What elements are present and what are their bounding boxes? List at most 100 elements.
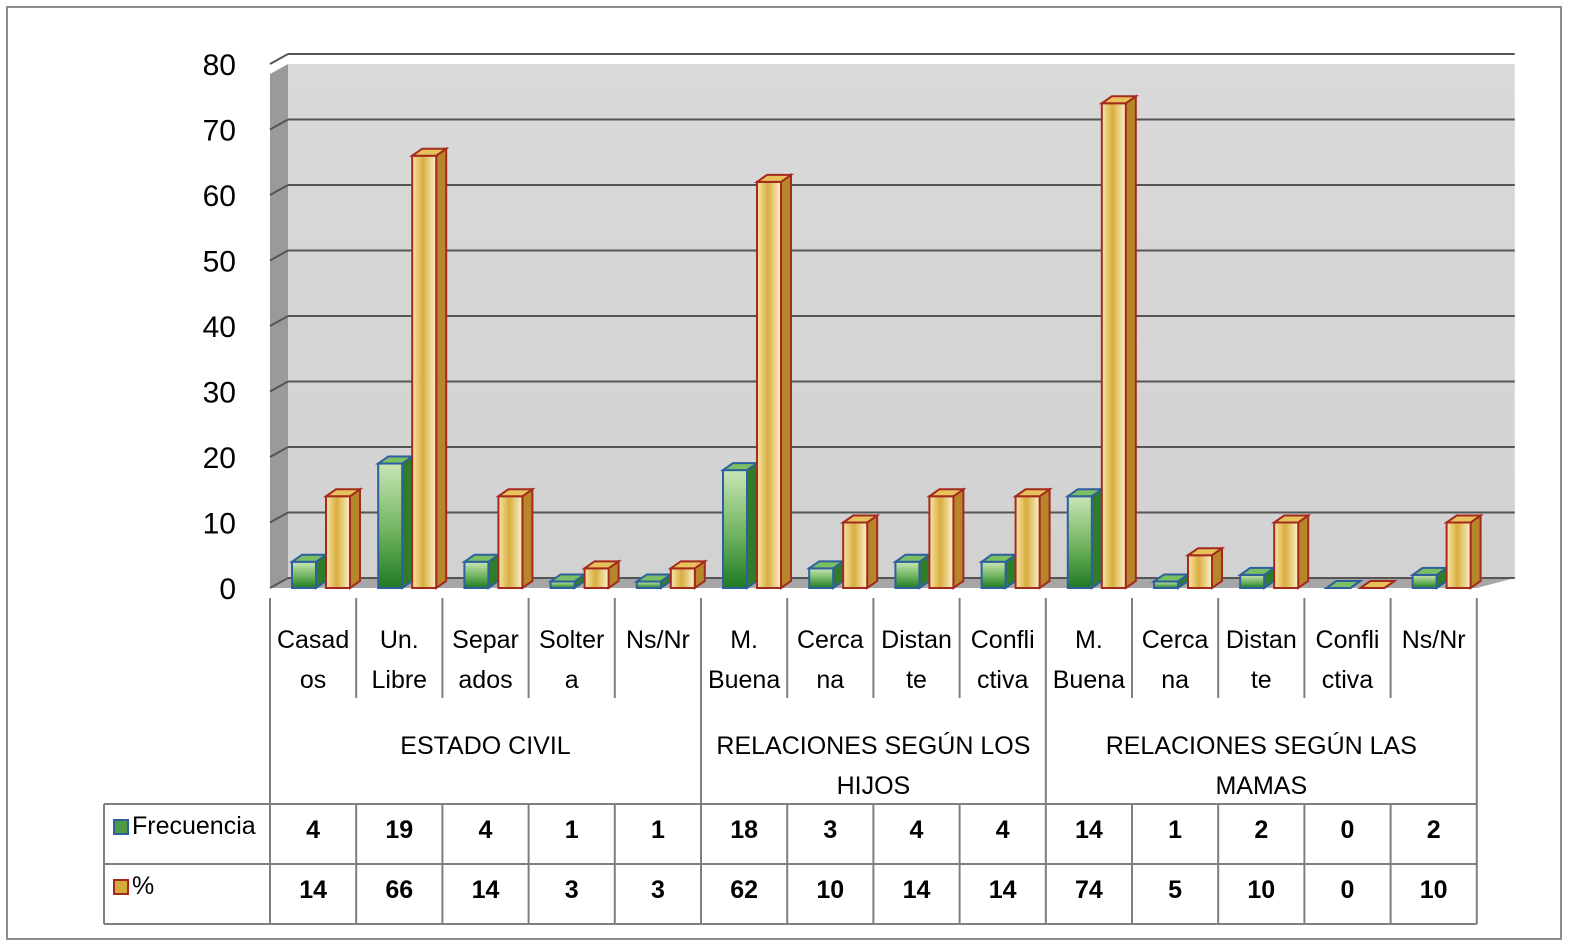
data-label: 4 — [306, 816, 320, 844]
bar-face — [463, 560, 490, 589]
bar-side — [521, 487, 534, 590]
category-label: Casad — [277, 626, 349, 654]
bar — [461, 552, 502, 590]
category-label: Solter — [539, 626, 604, 654]
data-label: 2 — [1254, 816, 1268, 844]
bar-face — [808, 567, 835, 589]
data-label: 1 — [1168, 816, 1182, 844]
bar-top — [1012, 488, 1053, 498]
bar-top — [409, 147, 450, 157]
bar-side — [952, 487, 965, 590]
gridline-depth — [269, 577, 289, 589]
bar — [892, 552, 933, 590]
bar — [719, 461, 761, 590]
bar-face — [583, 567, 610, 589]
data-label: 14 — [1075, 816, 1103, 844]
category-label: ctiva — [1322, 666, 1374, 694]
bar-face — [497, 495, 524, 589]
bar-face — [669, 567, 696, 589]
y-tick-label: 10 — [203, 508, 236, 541]
data-label: 5 — [1168, 876, 1182, 904]
bar — [1237, 565, 1278, 590]
gridline-depth — [269, 446, 289, 458]
bar-face — [325, 495, 351, 589]
category-label: Ns/Nr — [1402, 626, 1466, 654]
category-label: Confli — [1316, 626, 1380, 654]
data-label: 19 — [385, 816, 413, 844]
bar-top — [1184, 547, 1226, 557]
bar — [1184, 546, 1226, 590]
gridline-depth — [269, 249, 289, 262]
y-tick-label: 20 — [203, 442, 236, 475]
bar — [667, 559, 708, 590]
side-wall — [270, 64, 288, 588]
legend-label: Frecuencia — [132, 812, 256, 840]
bar-face — [756, 180, 782, 589]
category-label: Confli — [971, 626, 1035, 654]
bar-top — [753, 173, 795, 183]
bar-side — [780, 172, 792, 590]
data-label: 14 — [989, 876, 1017, 904]
gridlines — [269, 53, 1515, 589]
data-label: 4 — [996, 816, 1010, 844]
data-label: 62 — [730, 876, 758, 904]
category-label: Cerca — [1142, 626, 1209, 654]
group-label: HIJOS — [837, 772, 911, 800]
data-label: 14 — [472, 876, 500, 904]
bar-face — [377, 462, 404, 589]
chart-frame: 0 10 20 30 40 50 60 70 80 Casad os Un. Libre Separ ad… — [6, 6, 1562, 940]
bar-face — [1239, 573, 1266, 590]
bar — [1064, 487, 1105, 590]
bar-side — [866, 513, 879, 590]
gridline-depth — [269, 184, 289, 196]
back-wall — [288, 64, 1515, 578]
gridline-depth — [269, 315, 289, 327]
category-label: Buena — [1053, 666, 1125, 694]
bar — [495, 487, 536, 590]
bar-face — [980, 560, 1007, 589]
category-label: Distan — [1226, 626, 1297, 654]
category-label: na — [816, 666, 844, 694]
data-label: 10 — [1247, 876, 1275, 904]
category-label: Libre — [372, 666, 428, 694]
bar — [1409, 565, 1450, 590]
data-label: 10 — [816, 876, 844, 904]
group-label: RELACIONES SEGÚN LAS — [1106, 731, 1417, 760]
bar-face — [1187, 554, 1213, 589]
bar — [1323, 580, 1364, 589]
category-label: Cerca — [797, 626, 864, 654]
bar — [581, 559, 622, 590]
bar-face — [842, 521, 869, 589]
bar-top — [322, 488, 364, 498]
bar — [1271, 513, 1312, 590]
data-label: 1 — [651, 816, 665, 844]
bar — [1098, 94, 1139, 590]
bar — [753, 172, 795, 590]
category-label: ctiva — [977, 666, 1029, 694]
gridline-depth — [269, 511, 289, 524]
bar-face — [894, 560, 921, 589]
data-label: 3 — [823, 816, 837, 844]
bar-top — [1271, 514, 1312, 524]
bar-face — [1014, 495, 1041, 589]
bar — [1150, 572, 1192, 590]
bar-top — [926, 488, 967, 498]
group-label: ESTADO CIVIL — [400, 732, 571, 760]
data-label: 10 — [1420, 876, 1448, 904]
data-label: 18 — [730, 816, 758, 844]
y-tick-label: 50 — [203, 246, 236, 279]
data-label: 74 — [1075, 876, 1103, 904]
bar-face — [928, 495, 955, 589]
bar-top — [667, 560, 708, 570]
category-label: na — [1161, 666, 1189, 694]
y-axis: 0 10 20 30 40 50 60 70 80 — [203, 49, 236, 606]
bar-top — [581, 560, 622, 570]
data-label: 4 — [479, 816, 493, 844]
bar-face — [1066, 495, 1093, 589]
bar-face — [1411, 573, 1438, 590]
data-table: Casad os Un. Libre Separ ados Solter a Ns/Nr M. Bu… — [103, 598, 1478, 925]
bar — [375, 454, 416, 590]
legend-key — [113, 879, 129, 895]
bar-top — [840, 514, 881, 524]
